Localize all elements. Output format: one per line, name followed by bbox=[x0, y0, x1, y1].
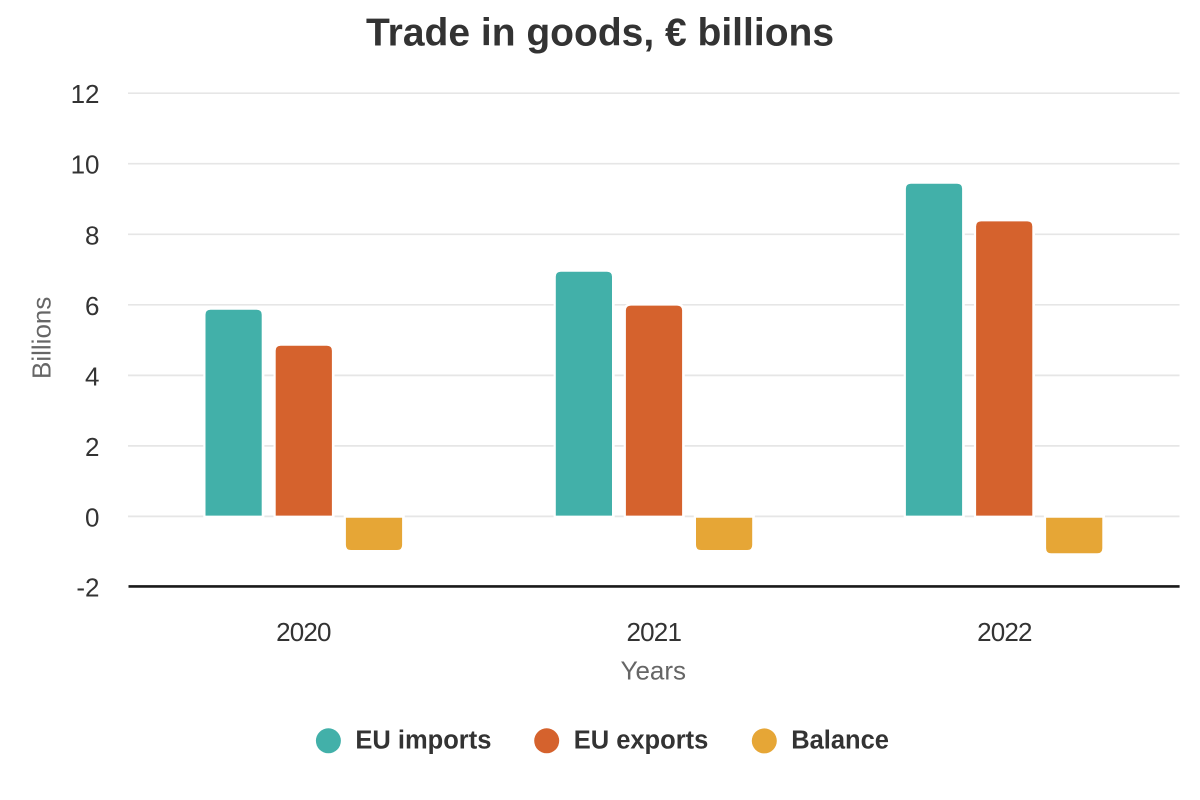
svg-text:EU exports: EU exports bbox=[574, 727, 709, 755]
svg-text:Billions: Billions bbox=[27, 297, 57, 379]
svg-text:0: 0 bbox=[85, 502, 99, 532]
svg-text:2022: 2022 bbox=[977, 617, 1032, 647]
svg-text:8: 8 bbox=[85, 220, 99, 250]
svg-text:4: 4 bbox=[85, 361, 99, 391]
svg-text:12: 12 bbox=[71, 79, 100, 109]
svg-text:Balance: Balance bbox=[791, 727, 889, 755]
svg-text:Years: Years bbox=[621, 656, 687, 686]
svg-text:EU imports: EU imports bbox=[355, 727, 491, 755]
svg-text:2021: 2021 bbox=[626, 617, 681, 647]
svg-text:Trade in goods, € billions: Trade in goods, € billions bbox=[366, 12, 834, 55]
svg-text:2020: 2020 bbox=[276, 617, 331, 647]
svg-text:10: 10 bbox=[71, 150, 100, 180]
svg-text:-2: -2 bbox=[76, 572, 99, 602]
svg-text:2: 2 bbox=[85, 432, 99, 462]
svg-text:6: 6 bbox=[85, 291, 99, 321]
